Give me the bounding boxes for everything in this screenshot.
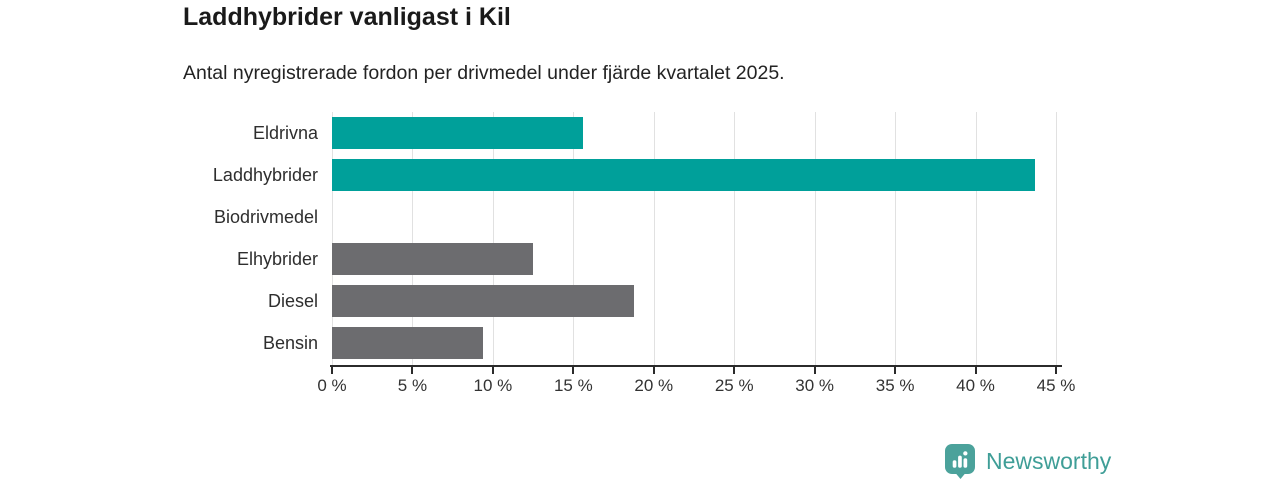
plot-area: 0 % 5 % 10 % 15 % 20 % 25 % 30 % 35 % 40 % 45 % bbox=[317, 112, 1075, 395]
gridline bbox=[1056, 112, 1057, 365]
x-axis-tick-mark bbox=[652, 367, 655, 374]
x-axis-tick-mark bbox=[733, 367, 736, 374]
x-axis-tick-label: 25 % bbox=[714, 376, 754, 395]
y-axis-label: Bensin bbox=[262, 333, 318, 353]
bar-elhybrider bbox=[332, 243, 534, 275]
chart-title: Laddhybrider vanligast i Kil bbox=[183, 3, 511, 31]
brand-name: Newsworthy bbox=[986, 448, 1112, 474]
gridline bbox=[492, 112, 494, 365]
y-axis-label: Eldrivna bbox=[252, 123, 318, 143]
x-axis-tick-label: 35 % bbox=[875, 376, 915, 395]
gridline bbox=[975, 112, 977, 365]
x-axis-tick-label: 15 % bbox=[553, 376, 593, 395]
bar-laddhybrider bbox=[332, 159, 1036, 191]
x-axis-tick-mark bbox=[572, 367, 575, 374]
bar-diesel bbox=[332, 285, 635, 317]
y-axis-label: Diesel bbox=[267, 291, 318, 311]
x-axis-tick-label: 30 % bbox=[795, 376, 835, 395]
x-axis-tick-label: 5 % bbox=[397, 376, 428, 395]
x-axis-tick-mark bbox=[491, 367, 494, 374]
chart-subtitle: Antal nyregistrerade fordon per drivmede… bbox=[183, 62, 785, 84]
x-axis-tick-mark bbox=[813, 367, 816, 374]
x-axis-tick-mark bbox=[974, 367, 977, 374]
y-axis-labels: Eldrivna Laddhybrider Biodrivmedel Elhybrid… bbox=[0, 112, 318, 365]
newsworthy-icon bbox=[945, 444, 975, 479]
y-axis-label: Biodrivmedel bbox=[213, 207, 318, 227]
bar-eldrivna bbox=[332, 117, 583, 149]
bar-bensin bbox=[332, 327, 484, 359]
y-axis-label: Elhybrider bbox=[236, 249, 318, 269]
gridline bbox=[412, 112, 414, 365]
x-axis-tick-label: 40 % bbox=[956, 376, 995, 395]
gridline bbox=[734, 112, 736, 365]
brand-logo[interactable]: Newsworthy bbox=[944, 443, 1111, 479]
x-axis-tick-mark bbox=[1055, 367, 1057, 374]
x-axis-tick-label: 10 % bbox=[473, 376, 513, 395]
gridline bbox=[332, 112, 333, 365]
gridline bbox=[895, 112, 897, 365]
x-axis-tick-label: 0 % bbox=[317, 376, 347, 395]
gridline bbox=[814, 112, 816, 365]
x-axis-tick-mark bbox=[411, 367, 414, 374]
x-axis-line bbox=[330, 365, 1062, 367]
x-axis-tick-mark bbox=[894, 367, 897, 374]
gridline bbox=[653, 112, 655, 365]
gridline bbox=[573, 112, 575, 365]
y-axis-label: Laddhybrider bbox=[212, 165, 318, 185]
x-axis-tick-mark bbox=[331, 367, 333, 374]
x-axis-tick-label: 45 % bbox=[1036, 376, 1076, 395]
x-axis-tick-label: 20 % bbox=[634, 376, 674, 395]
